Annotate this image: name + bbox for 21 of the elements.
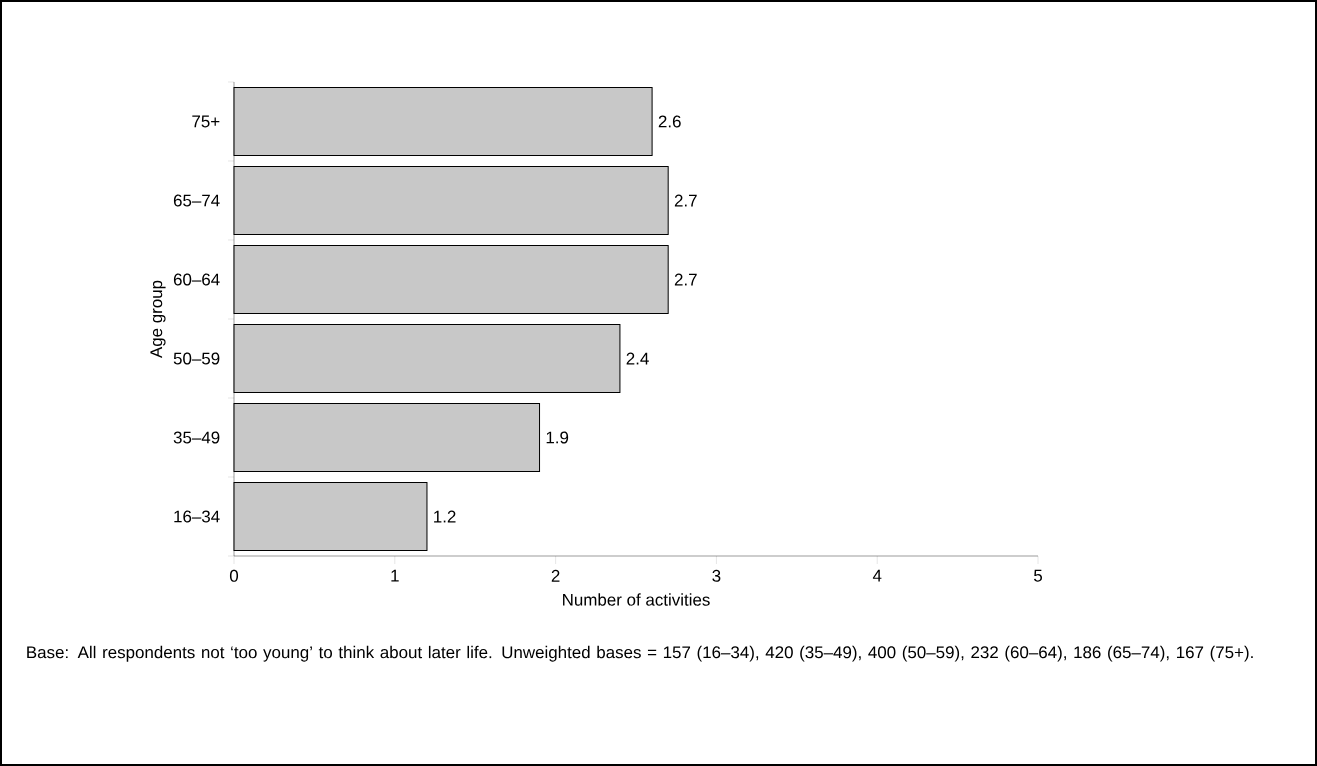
- x-tick-label: 4: [872, 569, 882, 582]
- x-axis-title: Number of activities: [563, 593, 710, 606]
- data-label: 2.6: [658, 115, 681, 128]
- y-tick-label: 60–64: [173, 273, 220, 286]
- x-tick-label: 5: [1033, 569, 1043, 582]
- x-tick-label: 2: [551, 569, 560, 582]
- x-tick-label: 3: [712, 569, 721, 582]
- data-label: 2.7: [674, 194, 697, 207]
- data-label: 2.4: [626, 352, 649, 365]
- x-tick-label: 0: [229, 569, 239, 582]
- data-label: 1.9: [546, 431, 569, 444]
- y-axis-title: Age group: [150, 280, 166, 359]
- y-tick-label: 75+: [192, 115, 220, 128]
- data-label: 2.7: [674, 273, 697, 286]
- data-label: 1.2: [434, 510, 456, 523]
- y-tick-label: 50–59: [173, 352, 220, 365]
- y-tick-label: 16–34: [174, 510, 220, 523]
- y-tick-label: 65–74: [173, 194, 220, 207]
- x-tick-label: 1: [391, 569, 399, 582]
- y-tick-label: 35–49: [173, 431, 220, 444]
- text: Base: All respondents not ‘too young’ to think about later life. Unweighted bases = 157 (16–34), 420 (35–49), 400 (50–59), 232 (60–64), 186 (65–74), 167 (75+).: [27, 645, 1253, 662]
